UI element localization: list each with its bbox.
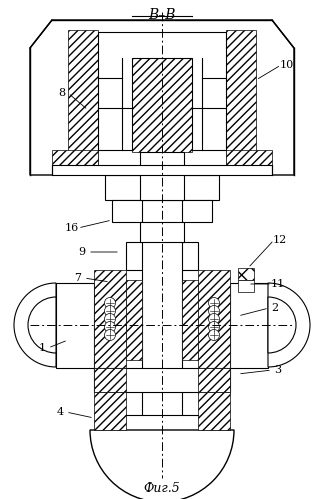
Polygon shape <box>142 200 182 415</box>
Polygon shape <box>126 242 198 270</box>
Wedge shape <box>268 297 296 353</box>
Polygon shape <box>182 280 198 360</box>
Polygon shape <box>230 283 268 368</box>
Polygon shape <box>52 150 98 175</box>
Text: 11: 11 <box>271 279 285 289</box>
Polygon shape <box>98 32 226 150</box>
Polygon shape <box>198 270 230 368</box>
Polygon shape <box>226 150 272 175</box>
Wedge shape <box>14 283 56 367</box>
Text: 2: 2 <box>272 303 279 313</box>
Polygon shape <box>30 20 294 175</box>
Text: 10: 10 <box>280 60 294 70</box>
Circle shape <box>209 329 219 340</box>
Polygon shape <box>105 175 219 200</box>
Polygon shape <box>94 368 230 392</box>
Polygon shape <box>238 280 254 292</box>
Text: 8: 8 <box>58 88 65 98</box>
Text: 12: 12 <box>273 235 287 245</box>
Circle shape <box>105 297 115 308</box>
Text: B–B: B–B <box>148 8 176 22</box>
Polygon shape <box>56 283 94 368</box>
Text: 3: 3 <box>274 365 282 375</box>
Text: 9: 9 <box>78 247 86 257</box>
Polygon shape <box>198 392 230 430</box>
Polygon shape <box>94 392 126 430</box>
Text: 16: 16 <box>65 223 79 233</box>
Polygon shape <box>140 152 184 200</box>
Circle shape <box>105 329 115 340</box>
Circle shape <box>105 321 115 332</box>
Circle shape <box>209 321 219 332</box>
Circle shape <box>209 305 219 316</box>
Polygon shape <box>94 368 126 392</box>
Wedge shape <box>268 283 310 367</box>
Text: 7: 7 <box>75 273 82 283</box>
Polygon shape <box>52 165 272 175</box>
Text: 4: 4 <box>56 407 64 417</box>
Circle shape <box>105 305 115 316</box>
Circle shape <box>209 297 219 308</box>
Polygon shape <box>132 58 192 152</box>
Polygon shape <box>112 200 212 222</box>
Text: 1: 1 <box>39 343 46 353</box>
Polygon shape <box>226 30 256 170</box>
Polygon shape <box>68 30 98 170</box>
Wedge shape <box>28 297 56 353</box>
Circle shape <box>209 313 219 324</box>
Polygon shape <box>238 268 254 280</box>
Polygon shape <box>140 222 184 242</box>
Polygon shape <box>198 368 230 392</box>
Polygon shape <box>126 280 142 360</box>
Wedge shape <box>90 430 234 499</box>
Polygon shape <box>94 270 126 368</box>
Text: Фиг.5: Фиг.5 <box>144 482 180 495</box>
Circle shape <box>105 313 115 324</box>
